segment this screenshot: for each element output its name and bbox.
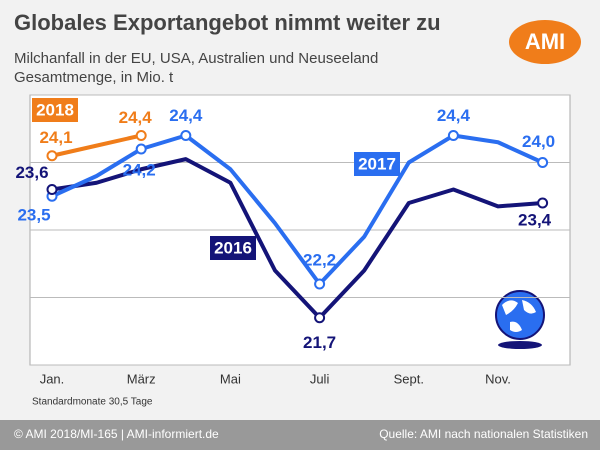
point-marker [46,150,58,162]
point-marker [135,143,147,155]
data-label: 24,2 [123,160,156,179]
x-tick-label: Nov. [485,371,511,386]
x-tick-label: Jan. [40,371,65,386]
x-tick-label: Sept. [394,371,424,386]
data-label: 24,4 [437,106,471,125]
point-marker [46,184,58,195]
x-tick-label: März [127,371,156,386]
point-marker [314,278,326,290]
globe [495,290,545,349]
x-tick-label: Mai [220,371,241,386]
legend-label: 2018 [36,100,74,119]
data-label: 24,4 [169,106,203,125]
data-label: 23,4 [518,210,552,229]
subtitle: Milchanfall in der EU, USA, Australien u… [14,50,378,67]
chart-title: Globales Exportangebot nimmt weiter zu [14,10,441,35]
series-name-box [32,98,78,122]
point-marker [537,157,549,168]
data-label: 24,4 [119,108,153,127]
footer-left: © AMI 2018/MI-165 | AMI-informiert.de [14,427,219,441]
series-name-box [354,152,400,176]
data-label: 24,0 [522,132,555,151]
subtitle: Gesamtmenge, in Mio. t [14,69,174,86]
data-label: 24,1 [39,128,72,147]
point-marker [135,130,147,141]
data-label: 22,2 [303,250,336,269]
footer-bar [0,420,600,450]
series-name-box [210,236,256,260]
logo [509,20,581,64]
data-label: 21,7 [303,333,336,352]
data-label: 23,6 [15,163,48,182]
data-label: 23,5 [17,206,50,225]
legend-label: 2017 [358,154,396,173]
note: Standardmonate 30,5 Tage [32,397,153,408]
series-line [51,133,142,158]
point-marker [447,130,459,141]
point-marker [314,312,326,324]
series-line [51,133,544,286]
point-marker [180,130,192,141]
logo-text: AMI [525,29,565,54]
series-line [51,157,543,320]
point-marker [537,197,549,209]
legend-label: 2016 [214,238,252,257]
x-tick-label: Juli [310,371,330,386]
footer-right: Quelle: AMI nach nationalen Statistiken [379,427,588,441]
